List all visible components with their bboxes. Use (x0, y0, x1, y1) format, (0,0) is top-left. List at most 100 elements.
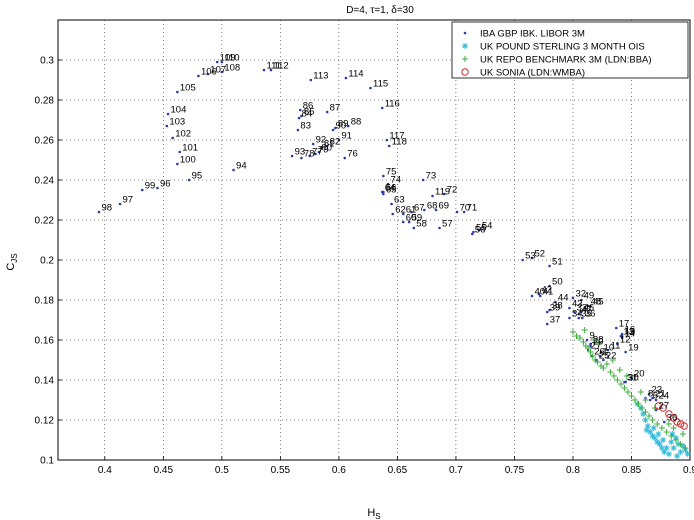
point-label: 39 (550, 303, 561, 314)
point-label: 106 (201, 67, 217, 78)
data-point (635, 401, 642, 407)
data-point (421, 178, 425, 182)
data-point (594, 359, 601, 365)
data-point (537, 292, 541, 296)
data-point (438, 226, 441, 230)
x-axis-label: HS (367, 507, 380, 520)
point-label: 12 (620, 335, 631, 346)
point-label: 104 (171, 105, 187, 116)
data-point (461, 68, 469, 76)
data-point (434, 208, 438, 212)
data-point (165, 124, 169, 128)
point-label: 24 (659, 391, 670, 402)
data-point (616, 367, 623, 373)
data-point (621, 385, 628, 391)
data-point (296, 128, 300, 132)
point-label: 62 (395, 205, 406, 216)
data-point (166, 112, 170, 116)
data-point (545, 322, 549, 326)
data-point (521, 258, 524, 262)
data-point (677, 441, 684, 447)
data-point (331, 128, 335, 132)
point-label: 16 (625, 325, 636, 336)
point-label: 54 (482, 221, 493, 232)
data-point (662, 420, 666, 424)
y-tick-label: 0.2 (40, 256, 54, 267)
data-point (598, 354, 602, 358)
x-tick-label: 0.4 (98, 465, 112, 476)
data-point (382, 174, 385, 178)
point-label: 107 (210, 65, 226, 76)
data-point (642, 409, 649, 415)
data-point (380, 106, 384, 110)
data-point (623, 380, 626, 384)
y-tick-label: 0.22 (35, 216, 55, 227)
data-point (585, 338, 589, 342)
point-label: 28 (593, 335, 604, 346)
data-point (472, 230, 475, 234)
point-label: 1 (602, 347, 607, 358)
point-label: 74 (391, 175, 402, 186)
asterisk-stroke (685, 451, 691, 457)
data-point (577, 316, 581, 320)
data-point (380, 190, 384, 194)
data-point (591, 337, 598, 343)
point-label: 103 (169, 117, 185, 128)
data-point (463, 31, 467, 35)
data-point (587, 349, 594, 355)
x-tick-label: 0.85 (622, 465, 642, 476)
point-label: 23 (652, 385, 663, 396)
point-label: 101 (182, 143, 198, 154)
point-label: 37 (550, 315, 561, 326)
data-point (609, 357, 616, 363)
data-point (668, 439, 675, 445)
point-label: 118 (392, 137, 407, 148)
data-point (614, 377, 621, 383)
data-point (654, 421, 661, 427)
data-point (674, 453, 681, 459)
data-point (325, 110, 329, 114)
point-label: 95 (192, 171, 203, 182)
data-point (386, 182, 390, 186)
data-point (344, 76, 348, 80)
point-label: 61 (406, 205, 417, 216)
data-point (642, 417, 649, 423)
y-tick-label: 0.28 (35, 96, 55, 107)
data-point (423, 208, 426, 212)
point-label: 63 (394, 195, 405, 206)
data-point (647, 392, 651, 396)
data-point (600, 365, 607, 371)
point-label: 79 (318, 145, 329, 156)
point-label: 68 (427, 201, 438, 212)
point-label: 32 (575, 289, 586, 300)
data-point (232, 168, 235, 172)
data-point (624, 389, 631, 395)
point-label: 66 (386, 183, 397, 194)
point-label: 45 (593, 297, 604, 308)
point-label: 87 (330, 103, 341, 114)
y-axis-label: CJS (5, 253, 19, 270)
data-point (659, 404, 667, 412)
data-point (410, 210, 413, 214)
data-point (156, 186, 159, 190)
point-label: 21 (655, 389, 666, 400)
point-label: 115 (373, 79, 388, 90)
data-point (317, 150, 321, 154)
data-point (545, 310, 549, 314)
data-point (654, 402, 663, 410)
point-label: 15 (625, 327, 636, 338)
data-point (682, 445, 689, 451)
point-label: 100 (180, 155, 196, 166)
point-label: 113 (313, 71, 328, 82)
data-point (308, 154, 311, 158)
data-point (309, 78, 313, 82)
data-point (300, 114, 303, 118)
y-tick-label: 0.12 (35, 416, 55, 427)
data-point (387, 144, 391, 148)
point-label: 96 (160, 179, 171, 190)
asterisk-stroke (678, 449, 684, 455)
point-label: 22 (606, 351, 617, 362)
point-label: 80 (321, 143, 332, 154)
point-label: 81 (324, 139, 335, 150)
y-tick-label: 0.3 (40, 56, 54, 67)
